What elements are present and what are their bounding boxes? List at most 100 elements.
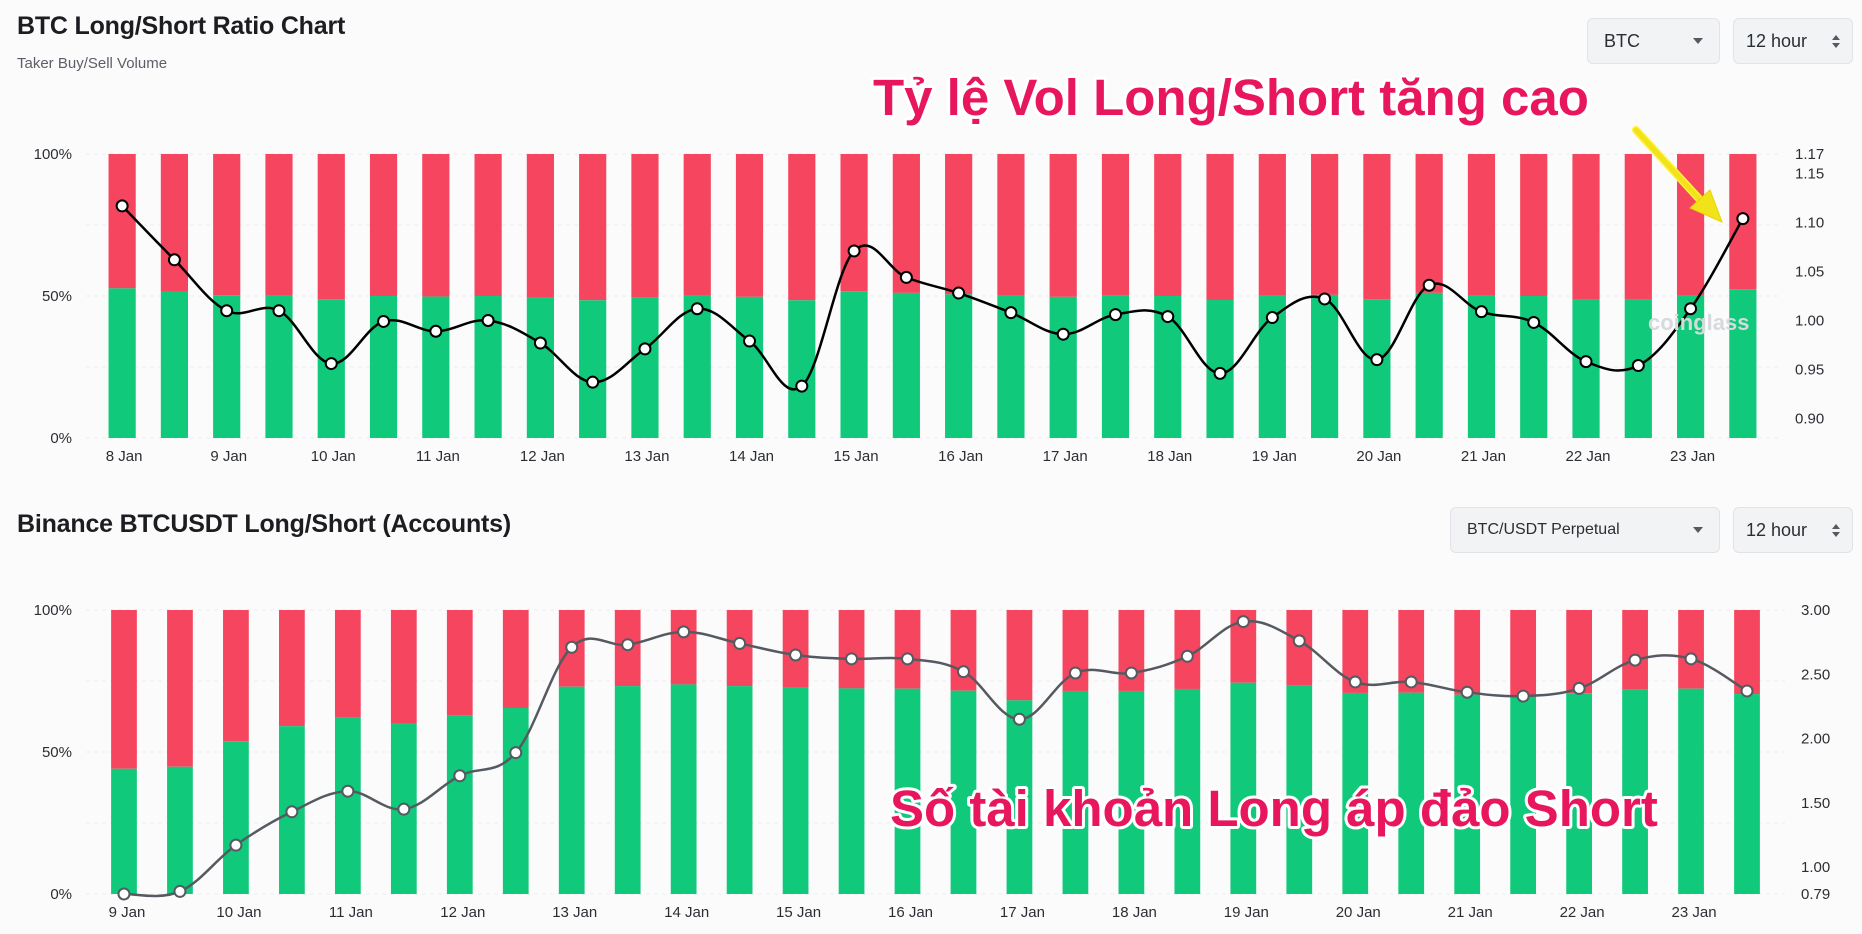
long-bar[interactable] xyxy=(1572,299,1600,438)
long-bar[interactable] xyxy=(726,686,753,894)
long-bar[interactable] xyxy=(1510,695,1537,894)
short-bar[interactable] xyxy=(167,610,193,767)
short-bar[interactable] xyxy=(526,154,554,298)
ratio-point[interactable] xyxy=(1213,366,1227,380)
short-bar[interactable] xyxy=(1454,610,1481,695)
long-bar[interactable] xyxy=(945,294,973,438)
long-bar[interactable] xyxy=(213,295,241,438)
ratio-point[interactable] xyxy=(1265,311,1279,325)
long-bar[interactable] xyxy=(502,707,529,894)
long-bar[interactable] xyxy=(334,717,361,894)
short-bar[interactable] xyxy=(369,154,398,296)
ratio-point[interactable] xyxy=(1404,675,1418,689)
ratio-point[interactable] xyxy=(1012,712,1026,726)
short-bar[interactable] xyxy=(111,610,137,769)
long-bar[interactable] xyxy=(160,291,189,438)
short-bar[interactable] xyxy=(1734,610,1760,695)
short-bar[interactable] xyxy=(945,154,973,295)
long-bar[interactable] xyxy=(1678,688,1704,894)
ratio-point[interactable] xyxy=(229,838,243,852)
interval-select-2[interactable]: 12 hour xyxy=(1733,507,1853,553)
long-bar[interactable] xyxy=(1118,690,1145,894)
ratio-point[interactable] xyxy=(429,324,443,338)
long-bar[interactable] xyxy=(631,297,659,438)
short-bar[interactable] xyxy=(1510,610,1537,696)
ratio-point[interactable] xyxy=(952,286,966,300)
short-bar[interactable] xyxy=(1363,154,1391,300)
long-bar[interactable] xyxy=(614,686,641,894)
ratio-point[interactable] xyxy=(1631,359,1645,373)
long-bar[interactable] xyxy=(840,291,868,438)
ratio-point[interactable] xyxy=(638,342,652,356)
ratio-point[interactable] xyxy=(341,784,355,798)
long-bar[interactable] xyxy=(1311,294,1339,438)
ratio-point[interactable] xyxy=(481,313,495,327)
short-bar[interactable] xyxy=(735,154,764,297)
long-bar[interactable] xyxy=(683,295,711,438)
pair-select[interactable]: BTC/USDT Perpetual xyxy=(1450,507,1720,553)
ratio-point[interactable] xyxy=(743,334,757,348)
long-bar[interactable] xyxy=(1454,694,1481,894)
long-bar[interactable] xyxy=(735,296,764,438)
short-bar[interactable] xyxy=(474,154,502,296)
short-bar[interactable] xyxy=(1154,154,1182,296)
long-bar[interactable] xyxy=(422,296,450,438)
ratio-point[interactable] xyxy=(1318,292,1332,306)
ratio-point[interactable] xyxy=(1348,675,1362,689)
ratio-point[interactable] xyxy=(956,665,970,679)
ratio-point[interactable] xyxy=(285,805,299,819)
ratio-point[interactable] xyxy=(1108,308,1122,322)
ratio-point[interactable] xyxy=(795,379,809,393)
coin-select[interactable]: BTC xyxy=(1587,18,1720,64)
long-bar[interactable] xyxy=(1006,700,1033,894)
ratio-point[interactable] xyxy=(733,636,747,650)
long-bar[interactable] xyxy=(1467,295,1496,438)
long-bar[interactable] xyxy=(1676,295,1705,438)
ratio-point[interactable] xyxy=(1628,653,1642,667)
long-bar[interactable] xyxy=(167,766,193,894)
long-bar[interactable] xyxy=(108,288,136,438)
ratio-point[interactable] xyxy=(586,375,600,389)
short-bar[interactable] xyxy=(265,154,293,296)
ratio-point[interactable] xyxy=(453,769,467,783)
short-bar[interactable] xyxy=(1101,154,1130,296)
interval-select-1[interactable]: 12 hour xyxy=(1733,18,1853,64)
short-bar[interactable] xyxy=(1049,154,1077,297)
ratio-point[interactable] xyxy=(509,746,523,760)
ratio-point[interactable] xyxy=(1572,681,1586,695)
long-bar[interactable] xyxy=(894,688,921,894)
long-bar[interactable] xyxy=(782,687,809,894)
ratio-point[interactable] xyxy=(677,625,691,639)
short-bar[interactable] xyxy=(1566,610,1592,694)
ratio-point[interactable] xyxy=(272,304,286,318)
ratio-point[interactable] xyxy=(1474,305,1488,319)
long-bar[interactable] xyxy=(670,684,697,894)
ratio-point[interactable] xyxy=(690,302,704,316)
long-bar[interactable] xyxy=(1734,694,1760,894)
ratio-point[interactable] xyxy=(847,244,861,258)
ratio-point[interactable] xyxy=(1292,634,1306,648)
ratio-point[interactable] xyxy=(1684,652,1698,666)
long-bar[interactable] xyxy=(1174,688,1201,894)
ratio-point[interactable] xyxy=(1004,306,1018,320)
short-bar[interactable] xyxy=(1624,154,1652,300)
short-bar[interactable] xyxy=(894,610,921,689)
long-bar[interactable] xyxy=(1230,682,1257,894)
ratio-point[interactable] xyxy=(565,640,579,654)
ratio-point[interactable] xyxy=(533,336,547,350)
short-bar[interactable] xyxy=(670,610,697,685)
short-bar[interactable] xyxy=(1311,154,1339,295)
ratio-point[interactable] xyxy=(901,652,915,666)
ratio-point[interactable] xyxy=(789,648,803,662)
short-bar[interactable] xyxy=(1678,610,1704,689)
ratio-point[interactable] xyxy=(173,884,187,898)
short-bar[interactable] xyxy=(1572,154,1600,300)
short-bar[interactable] xyxy=(579,154,607,301)
ratio-point[interactable] xyxy=(621,638,635,652)
short-bar[interactable] xyxy=(317,154,345,300)
short-bar[interactable] xyxy=(1415,154,1443,293)
long-bar[interactable] xyxy=(1342,692,1369,894)
short-bar[interactable] xyxy=(1467,154,1496,296)
long-bar[interactable] xyxy=(997,295,1025,438)
ratio-point[interactable] xyxy=(397,802,411,816)
